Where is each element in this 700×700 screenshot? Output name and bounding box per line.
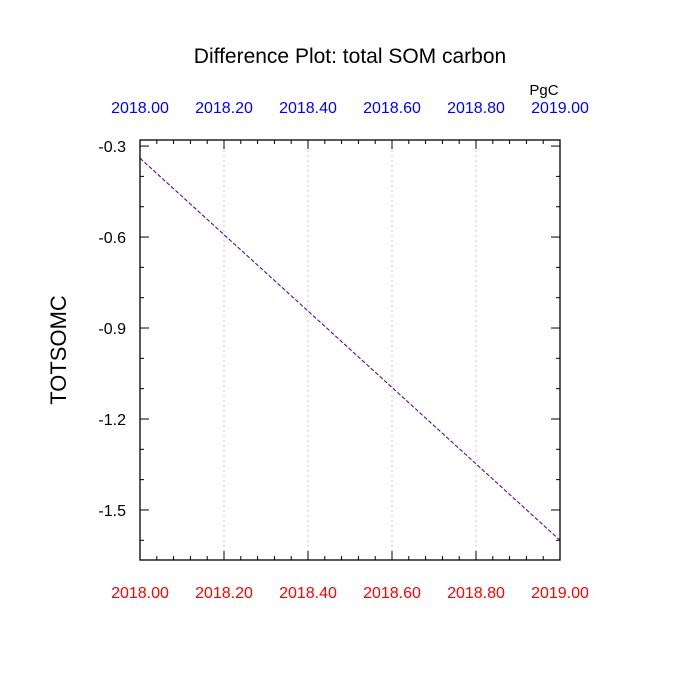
x-top-tick-label: 2019.00 — [531, 100, 589, 117]
x-bottom-tick-label: 2018.40 — [279, 585, 337, 602]
x-bottom-tick-label: 2018.20 — [195, 585, 253, 602]
grid-lines — [223, 140, 477, 560]
x-top-tick-label: 2018.80 — [447, 100, 505, 117]
y-tick-label: -0.9 — [98, 321, 126, 338]
x-top-tick-label: 2018.00 — [111, 100, 169, 117]
plot-frame — [139, 139, 561, 561]
y-tick-label: -0.3 — [98, 139, 126, 156]
units-label: PgC — [529, 82, 558, 99]
major-ticks — [139, 140, 561, 560]
x-top-tick-label: 2018.60 — [363, 100, 421, 117]
x-top-tick-label: 2018.20 — [195, 100, 253, 117]
x-bottom-tick-label: 2018.00 — [111, 585, 169, 602]
y-tick-label: -1.2 — [98, 412, 126, 429]
series-line — [139, 157, 561, 541]
x-bottom-tick-label: 2018.60 — [363, 585, 421, 602]
x-bottom-tick-labels: 2018.00 2018.20 2018.40 2018.60 2018.80 2019.… — [111, 585, 589, 602]
y-tick-label: -0.6 — [98, 230, 126, 247]
chart-title: Difference Plot: total SOM carbon — [194, 45, 506, 68]
x-bottom-tick-label: 2019.00 — [531, 585, 589, 602]
x-top-tick-labels: 2018.00 2018.20 2018.40 2018.60 2018.80 2019.… — [111, 100, 589, 117]
series-layer — [139, 157, 561, 541]
x-bottom-tick-label: 2018.80 — [447, 585, 505, 602]
y-axis-label: TOTSOMC — [46, 295, 71, 405]
y-tick-label: -1.5 — [98, 503, 126, 520]
y-tick-labels: -0.3 -0.6 -0.9 -1.2 -1.5 — [98, 139, 126, 520]
x-top-tick-label: 2018.40 — [279, 100, 337, 117]
minor-ticks — [140, 140, 560, 560]
